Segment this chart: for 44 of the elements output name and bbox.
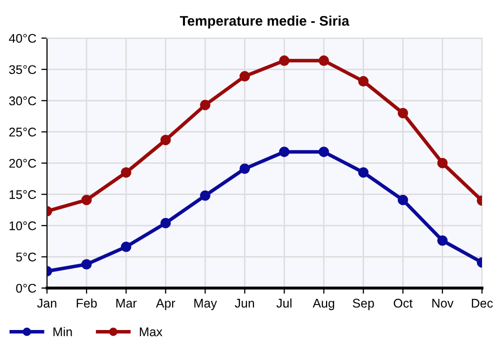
y-tick-label: 20°C [9,158,36,168]
point [318,55,330,66]
point [437,235,448,246]
x-tick-label: Oct [394,298,413,308]
point [358,76,369,86]
y-tick-label: 5°C [16,252,36,262]
x-tick-label: Aug [312,298,334,310]
y-tick-label: 40°C [8,34,36,43]
y-tick-label: 10°C [10,221,36,230]
point [81,259,92,270]
point [437,158,448,168]
point [160,134,171,146]
x-tick-label: May [194,298,217,310]
point [398,194,408,206]
x-tick-label: Dec [472,298,493,308]
x-tick-label: Jul [276,298,292,308]
chart-title: Temperature medie - Siria [180,16,350,29]
point [240,164,250,174]
y-tick-label: 15°C [10,190,36,199]
point [358,167,369,178]
point [81,194,92,206]
legend-label: Min [54,327,72,336]
point [279,55,290,66]
point [160,218,171,228]
x-tick-label: Sep [352,298,374,310]
legend-label: Max [140,328,162,336]
y-tick-label: 30°C [9,96,36,106]
point [240,71,250,82]
y-tick-label: 25°C [9,128,36,137]
x-tick-label: Feb [76,298,97,308]
y-tick-label: 35°C [9,65,36,74]
point [120,242,132,252]
y-tick-label: 0°C [16,284,36,293]
x-tick-label: Nov [432,298,454,308]
x-tick-label: Jan [37,298,56,308]
x-tick-label: Jun [234,298,254,308]
point [120,167,132,178]
point [279,146,290,158]
point [318,146,330,158]
point [200,100,210,110]
x-tick-label: Mar [116,298,137,308]
x-tick-label: Apr [156,298,176,310]
point [398,108,408,118]
point [200,190,210,201]
